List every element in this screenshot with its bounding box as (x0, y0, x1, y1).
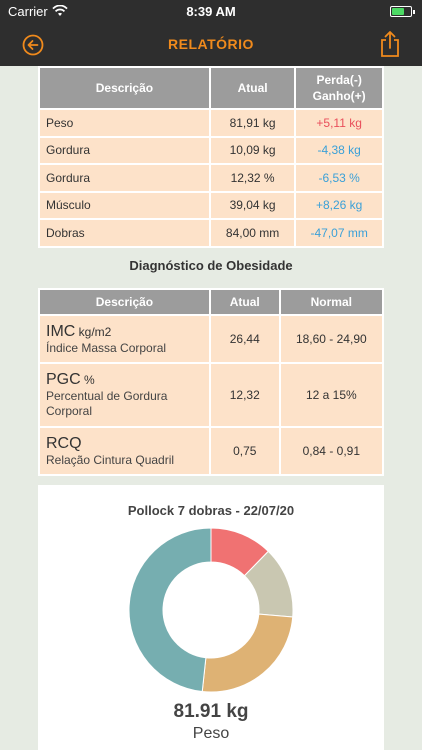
chart-title: Pollock 7 dobras - 22/07/20 (127, 503, 295, 518)
obesity-section-title: Diagnóstico de Obesidade (129, 258, 293, 273)
table-row: Músculo 39,04 kg +8,26 kg (38, 190, 384, 220)
row-label: Dobras (38, 218, 211, 248)
chart-center-label: Peso (192, 725, 230, 742)
table-row: PGC % Percentual de Gordura Corporal 12,… (38, 362, 385, 428)
status-bar: Carrier 8:39 AM (0, 0, 422, 24)
chart-card: Pollock 7 dobras - 22/07/20 81.91 kg Pes… (38, 485, 384, 750)
wifi-icon (52, 5, 68, 16)
row-current: 10,09 kg (208, 135, 297, 165)
row-label: Gordura (38, 135, 211, 165)
header-description: Descrição (38, 288, 211, 316)
row-change: +8,26 kg (294, 190, 384, 220)
table-row: Gordura 12,32 % -6,53 % (38, 163, 384, 193)
nav-bar: RELATÓRIO (0, 24, 422, 66)
row-change: -4,38 kg (294, 135, 384, 165)
table-header-row: Descrição Atual Perda(-) Ganho(+) (38, 66, 384, 110)
back-button[interactable] (22, 34, 44, 56)
comparison-table: Descrição Atual Perda(-) Ganho(+) Peso 8… (38, 66, 384, 248)
row-current: 81,91 kg (208, 108, 297, 138)
indicator-name: RCQ (46, 434, 82, 452)
row-current: 12,32 % (208, 163, 297, 193)
table-row: Peso 81,91 kg +5,11 kg (38, 108, 384, 138)
table-row: Gordura 10,09 kg -4,38 kg (38, 135, 384, 165)
indicator-cell: PGC % Percentual de Gordura Corporal (38, 362, 211, 428)
indicator-description: Índice Massa Corporal (46, 340, 167, 355)
row-change: +5,11 kg (294, 108, 384, 138)
row-current: 84,00 mm (208, 218, 297, 248)
table-header-row: Descrição Atual Normal (38, 288, 385, 316)
donut-slice-3 (128, 527, 212, 693)
indicator-unit: kg/m2 (78, 324, 112, 339)
indicator-normal: 0,84 - 0,91 (278, 426, 385, 476)
header-current: Atual (208, 66, 297, 110)
obesity-table: Descrição Atual Normal IMC kg/m2 Índice … (38, 288, 385, 476)
status-time: 8:39 AM (186, 4, 236, 19)
table-row: Dobras 84,00 mm -47,07 mm (38, 218, 384, 248)
indicator-name: PGC (46, 371, 81, 388)
indicator-current: 26,44 (208, 314, 281, 364)
indicator-normal: 12 a 15% (278, 362, 385, 428)
donut-slice-2 (201, 613, 294, 693)
carrier-label: Carrier (8, 4, 48, 19)
table-row: RCQ Relação Cintura Quadril 0,75 0,84 - … (38, 426, 385, 476)
indicator-unit: % (84, 373, 95, 387)
chart-center-value: 81.91 kg (173, 701, 249, 722)
indicator-cell: IMC kg/m2 Índice Massa Corporal (38, 314, 211, 364)
indicator-description: Relação Cintura Quadril (46, 452, 175, 467)
donut-chart (128, 527, 294, 693)
row-change: -47,07 mm (294, 218, 384, 248)
header-description: Descrição (38, 66, 211, 110)
row-change: -6,53 % (294, 163, 384, 193)
indicator-current: 12,32 (208, 362, 281, 428)
indicator-current: 0,75 (208, 426, 281, 476)
indicator-description: Percentual de Gordura Corporal (46, 389, 168, 418)
indicator-normal: 18,60 - 24,90 (278, 314, 385, 364)
table-row: IMC kg/m2 Índice Massa Corporal 26,44 18… (38, 314, 385, 364)
header-normal: Normal (278, 288, 385, 316)
row-label: Músculo (38, 190, 211, 220)
row-current: 39,04 kg (208, 190, 297, 220)
header-change: Perda(-) Ganho(+) (294, 66, 384, 110)
row-label: Gordura (38, 163, 211, 193)
row-label: Peso (38, 108, 211, 138)
page-title: RELATÓRIO (168, 36, 254, 52)
header-current: Atual (208, 288, 281, 316)
share-button[interactable] (378, 30, 402, 58)
indicator-cell: RCQ Relação Cintura Quadril (38, 426, 211, 476)
battery-icon (390, 6, 415, 17)
indicator-name: IMC (46, 322, 76, 340)
